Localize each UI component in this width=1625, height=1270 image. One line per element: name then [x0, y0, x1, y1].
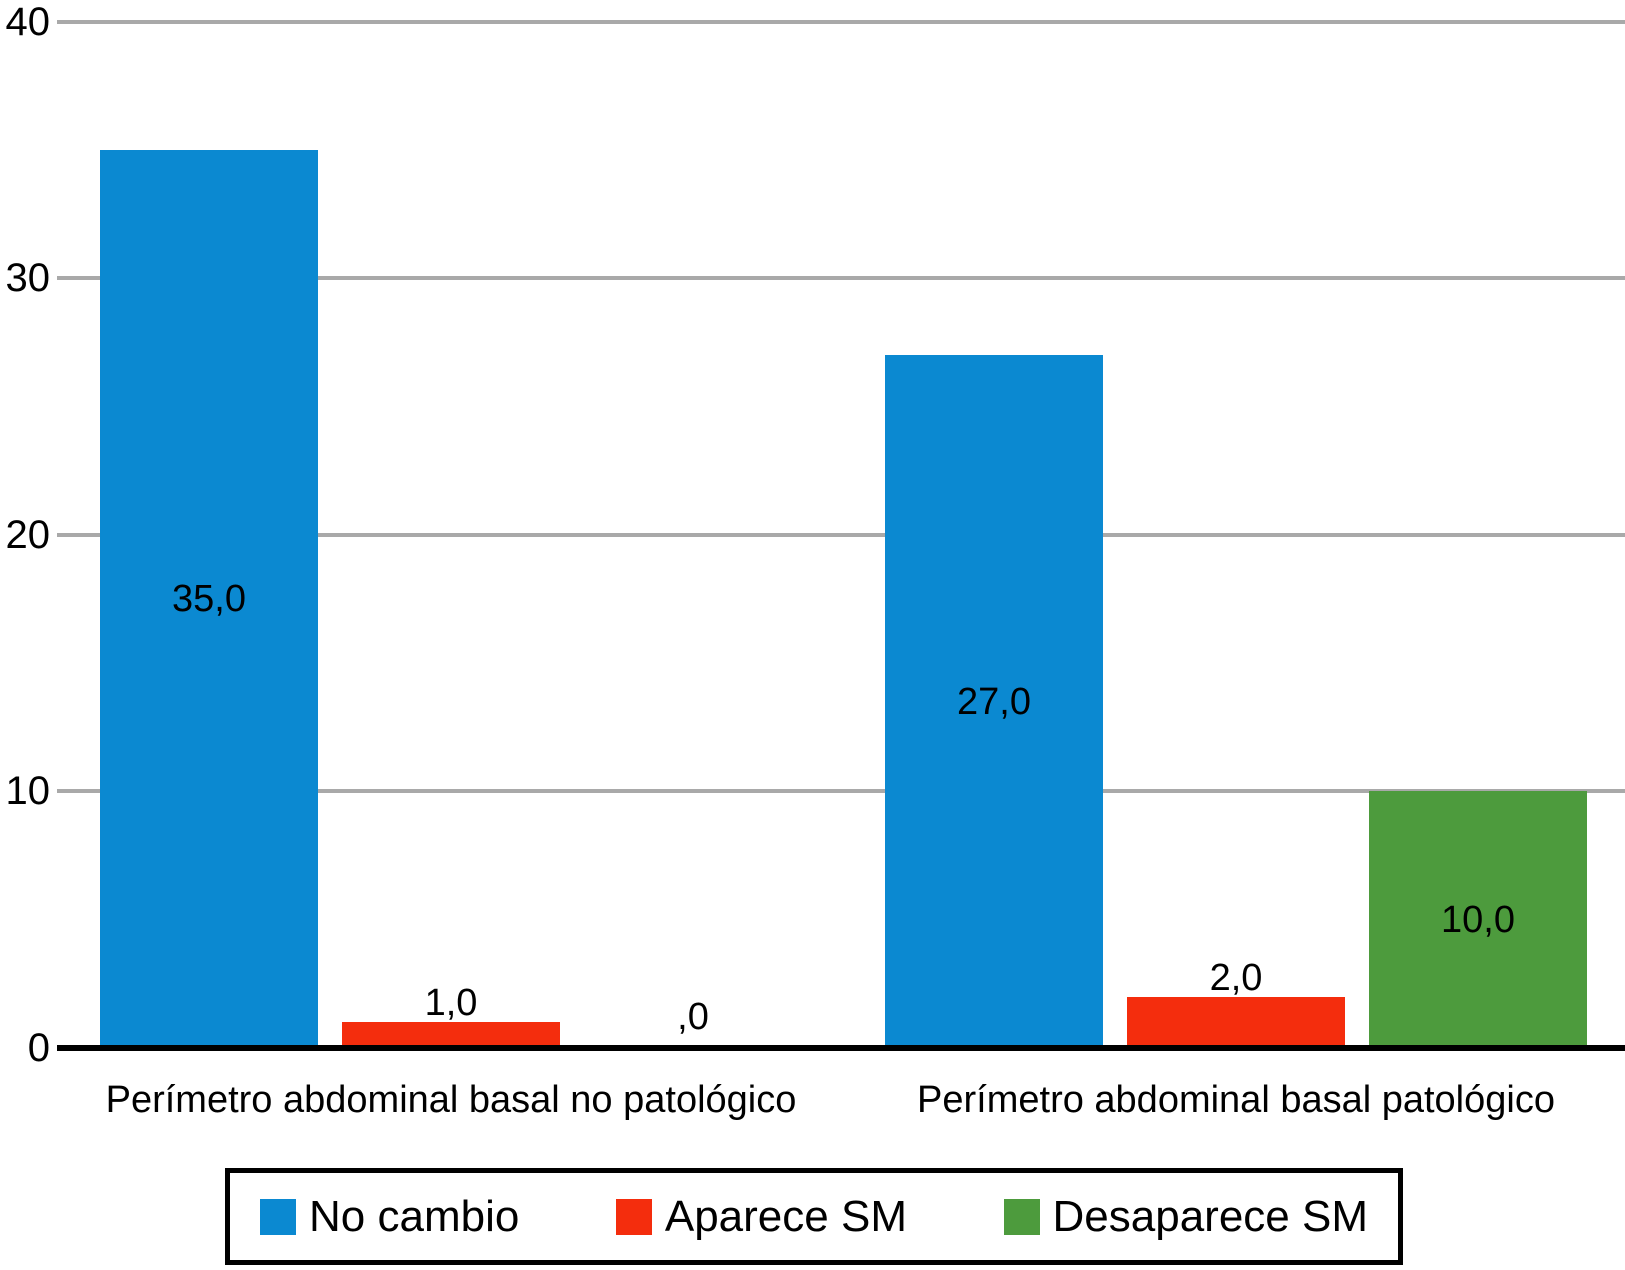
legend-item-desaparece-sm: Desaparece SM — [1003, 1191, 1368, 1241]
gridline-30 — [57, 276, 1625, 281]
gridline-10 — [57, 789, 1625, 794]
legend-item-no-cambio: No cambio — [260, 1191, 520, 1241]
legend-swatch-icon — [260, 1198, 296, 1235]
legend-label: No cambio — [309, 1191, 520, 1241]
legend-label: Desaparece SM — [1052, 1191, 1368, 1241]
y-axis-tick-label: 30 — [5, 256, 51, 301]
bar-value-label: 2,0 — [1209, 956, 1263, 999]
y-axis-tick-label: 10 — [5, 769, 51, 814]
legend-item-aparece-sm: Aparece SM — [615, 1191, 907, 1241]
legend: No cambio Aparece SM Desaparece SM — [225, 1168, 1403, 1265]
bar-aparece-sm — [342, 1022, 560, 1048]
gridline-20 — [57, 532, 1625, 537]
legend-swatch-icon — [615, 1198, 652, 1235]
legend-swatch-icon — [1003, 1198, 1040, 1235]
bar-no-cambio — [885, 355, 1103, 1048]
legend-label: Aparece SM — [664, 1191, 907, 1241]
bar-value-label: ,0 — [677, 996, 709, 1038]
bar-value-label: 10,0 — [1441, 898, 1515, 941]
bar-no-cambio — [100, 149, 318, 1048]
bar-aparece-sm — [1127, 996, 1345, 1048]
x-category-label: Perímetro abdominal basal no patológico — [105, 1079, 797, 1121]
x-axis-line — [57, 1045, 1625, 1051]
y-axis-tick-label: 40 — [5, 0, 51, 44]
x-category-label: Perímetro abdominal basal patológico — [917, 1079, 1555, 1121]
bar-value-label: 1,0 — [424, 982, 478, 1025]
y-axis-tick-label: 20 — [5, 512, 51, 557]
bar-value-label: 35,0 — [172, 577, 246, 620]
bar-value-label: 27,0 — [957, 680, 1031, 723]
bar-desaparece-sm — [1369, 791, 1587, 1048]
y-axis-tick-label: 0 — [27, 1026, 50, 1070]
gridline-40 — [57, 19, 1625, 24]
